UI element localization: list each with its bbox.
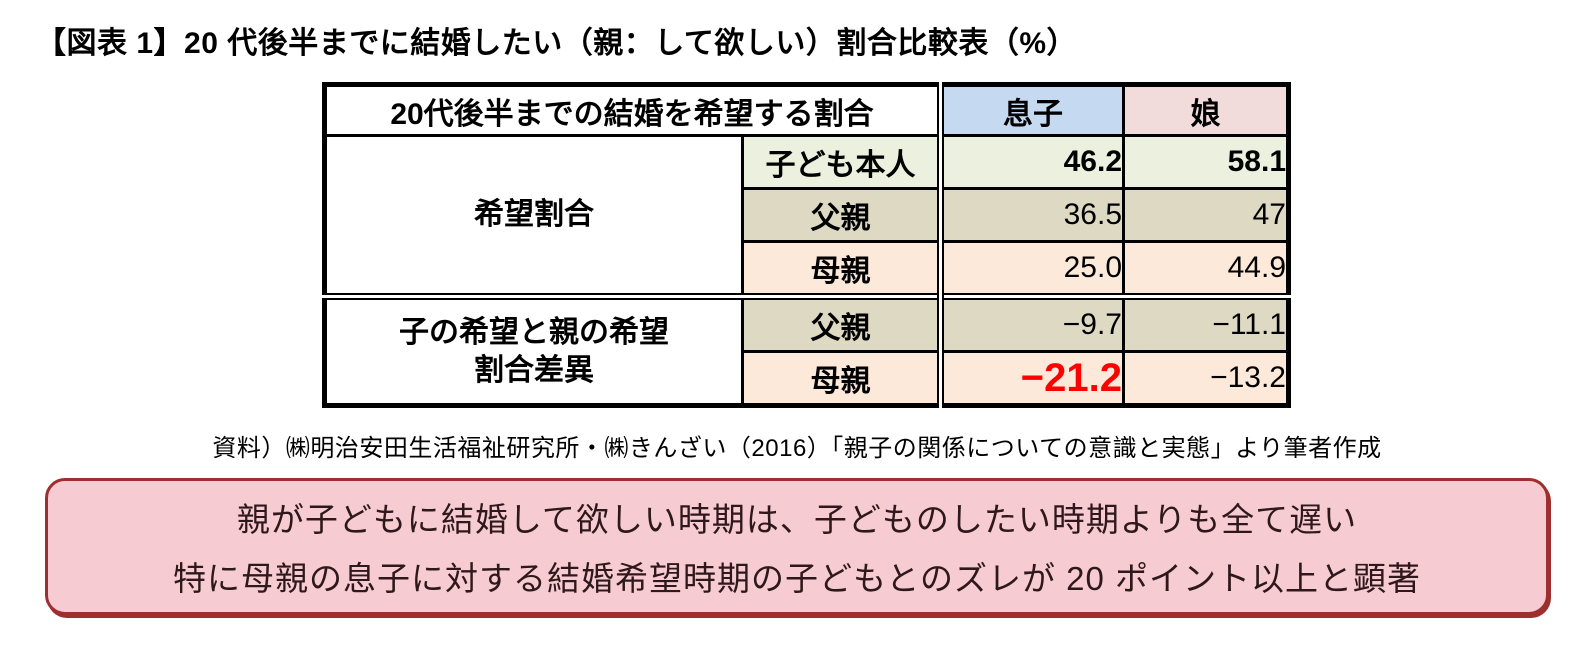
cell-mother-hope-son: 25.0: [937, 240, 1125, 298]
row-group-diff-label: 子の希望と親の希望 割合差異: [323, 293, 744, 407]
callout-line-2: 特に母親の息子に対する結婚希望時期の子どもとのズレが 20 ポイント以上と顕著: [172, 560, 1422, 598]
row-group-hope-label: 希望割合: [323, 134, 744, 298]
table-row-father-diff: 子の希望と親の希望 割合差異 父親 −9.7 −11.1: [323, 293, 1290, 407]
table-row-child: 希望割合 子ども本人 46.2 58.1: [323, 134, 1290, 298]
col-header-daughter: 娘: [1122, 83, 1290, 137]
callout-line-1: 親が子どもに結婚して欲しい時期は、子どものしたい時期よりも全て遅い: [236, 500, 1358, 538]
cell-mother-diff-son: −21.2: [937, 350, 1125, 407]
row-label-father-diff: 父親: [741, 293, 942, 353]
summary-callout: 親が子どもに結婚して欲しい時期は、子どものしたい時期よりも全て遅い 特に母親の息…: [45, 478, 1549, 615]
cell-father-hope-son: 36.5: [937, 187, 1125, 243]
table-row-father-hope: 父親 36.5 47: [325, 187, 1290, 243]
cell-father-hope-daughter: 47: [1122, 187, 1290, 243]
comparison-table: 20代後半までの結婚を希望する割合 息子 娘 希望割合 子ども本人 46.2 5…: [322, 82, 1291, 408]
row-label-mother-hope: 母親: [741, 240, 942, 298]
cell-father-diff-daughter: −11.1: [1122, 293, 1290, 353]
row-group-diff-line1: 子の希望と親の希望: [399, 316, 669, 349]
figure-title: 【図表 1】20 代後半までに結婚したい（親：して欲しい）割合比較表（%）: [36, 27, 1077, 60]
cell-father-diff-son: −9.7: [937, 293, 1125, 353]
table-row-mother-diff: 母親 −21.2 −13.2: [325, 350, 1290, 407]
row-label-child: 子ども本人: [741, 134, 942, 190]
cell-child-son: 46.2: [937, 134, 1125, 190]
table-corner-header: 20代後半までの結婚を希望する割合: [323, 83, 942, 137]
row-group-diff-line2: 割合差異: [474, 353, 594, 387]
col-header-son: 息子: [937, 83, 1125, 137]
row-label-father-hope: 父親: [741, 187, 942, 243]
cell-child-daughter: 58.1: [1122, 134, 1290, 190]
cell-mother-diff-daughter: −13.2: [1122, 350, 1290, 407]
cell-mother-hope-daughter: 44.9: [1122, 240, 1290, 298]
table-row-mother-hope: 母親 25.0 44.9: [325, 240, 1290, 298]
row-label-mother-diff: 母親: [741, 350, 942, 407]
table-header-row: 20代後半までの結婚を希望する割合 息子 娘: [323, 83, 1290, 137]
source-note: 資料）㈱明治安田生活福祉研究所・㈱きんざい（2016）「親子の関係についての意識…: [212, 435, 1382, 462]
